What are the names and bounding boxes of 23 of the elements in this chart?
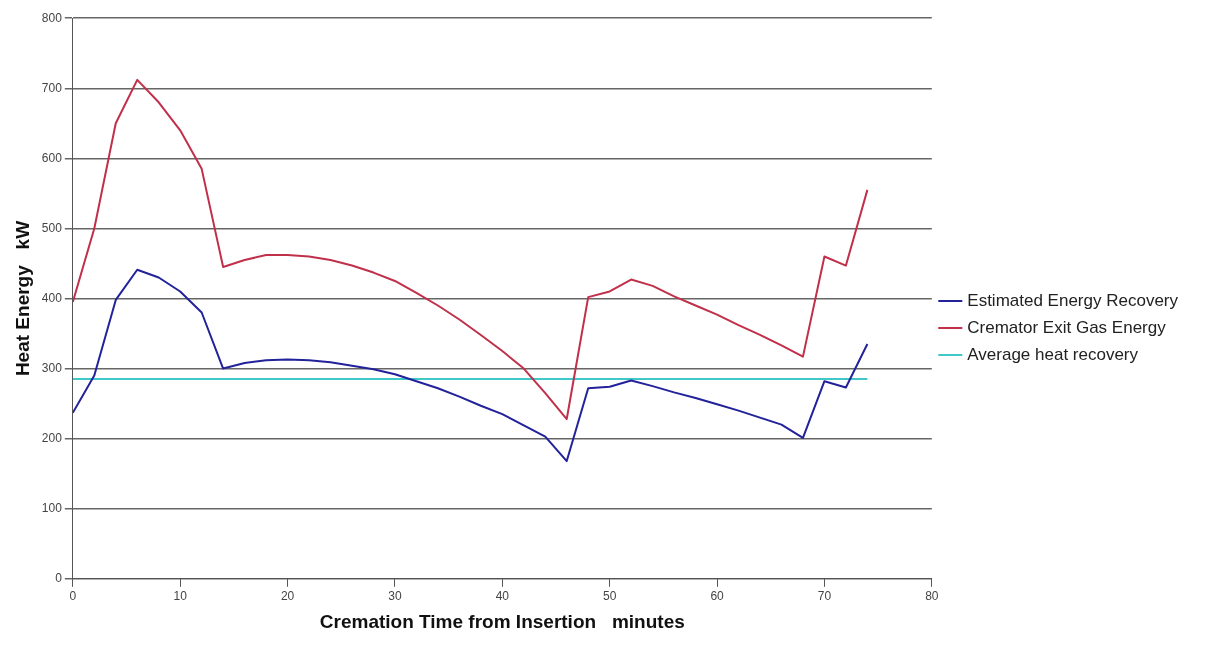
x-tick-label: 10 bbox=[173, 589, 188, 604]
x-tick-label: 20 bbox=[280, 589, 295, 604]
y-tick-label: 700 bbox=[41, 80, 63, 95]
y-tick-label: 500 bbox=[41, 220, 63, 235]
x-tick-label: 30 bbox=[388, 589, 402, 604]
x-tick-label: 80 bbox=[925, 589, 939, 604]
x-tick-label: 70 bbox=[817, 589, 832, 604]
x-tick-label: 40 bbox=[495, 589, 510, 604]
legend-label: Average heat recovery bbox=[967, 344, 1139, 364]
legend-label: Estimated Energy Recovery bbox=[967, 290, 1179, 310]
x-tick-label: 50 bbox=[603, 589, 617, 604]
legend-label: Cremator Exit Gas Energy bbox=[967, 317, 1167, 337]
y-tick-label: 300 bbox=[41, 360, 63, 375]
x-tick-label: 0 bbox=[69, 589, 77, 604]
y-tick-label: 800 bbox=[41, 10, 63, 25]
y-tick-label: 100 bbox=[41, 501, 63, 516]
x-tick-label: 60 bbox=[710, 589, 725, 604]
y-tick-label: 400 bbox=[41, 290, 63, 305]
x-axis-title: Cremation Time from Insertion minutes bbox=[319, 610, 685, 632]
y-tick-label: 0 bbox=[55, 571, 63, 586]
y-axis-title: Heat Energy kW bbox=[11, 220, 33, 377]
y-tick-label: 600 bbox=[41, 150, 63, 165]
y-tick-label: 200 bbox=[41, 430, 63, 445]
